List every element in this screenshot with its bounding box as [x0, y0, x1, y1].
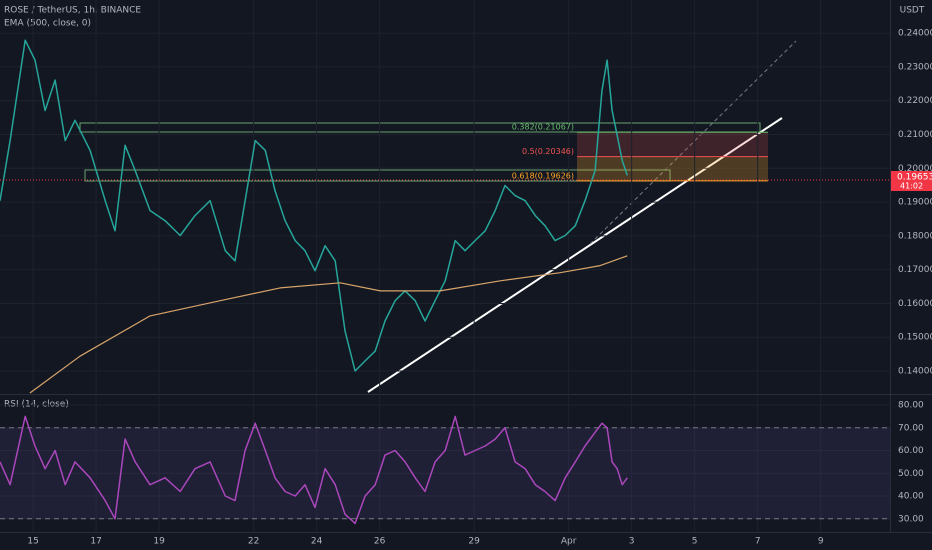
- y-tick-label: 0.17000: [898, 265, 932, 275]
- symbol-title: ROSE / TetherUS, 1h, BINANCE: [4, 6, 141, 16]
- x-tick-label: 15: [27, 537, 38, 547]
- y-tick-label: 50.00: [898, 469, 924, 479]
- x-tick-label: 9: [818, 537, 824, 547]
- y-tick-label: 60.00: [898, 446, 924, 456]
- label-layer: 0.14000 0.15000 0.16000 0.17000 0.18000 0.190…: [27, 29, 932, 547]
- x-tick-label: 17: [90, 537, 101, 547]
- x-tick-label: 29: [468, 537, 480, 547]
- x-tick-label: 26: [374, 537, 386, 547]
- x-tick-label: 24: [311, 537, 323, 547]
- last-price-box: [891, 171, 932, 192]
- fib-label: 0.618(0.19626): [512, 171, 574, 180]
- currency: USDT: [900, 6, 925, 16]
- rsi-title: RSI (14, close): [4, 400, 69, 410]
- x-tick-label: 19: [153, 537, 165, 547]
- y-tick-label: 0.14000: [898, 367, 932, 377]
- x-tick-label: Apr: [561, 537, 577, 547]
- x-tick-label: 5: [692, 537, 698, 547]
- last-price-label: 0.19653: [897, 173, 932, 183]
- countdown-label: 41:02: [900, 182, 923, 191]
- y-tick-label: 40.00: [898, 492, 924, 502]
- y-tick-label: 80.00: [898, 401, 924, 411]
- y-tick-label: 0.22000: [898, 96, 932, 106]
- y-tick-label: 0.15000: [898, 333, 932, 343]
- indicator-title: EMA (500, close, 0): [4, 19, 91, 29]
- y-tick-label: 0.19000: [898, 198, 932, 208]
- x-tick-label: 3: [629, 537, 635, 547]
- y-tick-label: 0.21000: [898, 130, 932, 140]
- fib-zone: [577, 132, 768, 157]
- y-tick-label: 0.16000: [898, 299, 932, 309]
- y-tick-label: 70.00: [898, 423, 924, 433]
- trend-line: [367, 117, 783, 393]
- series-line: [0, 39, 629, 372]
- y-tick-label: 0.18000: [898, 231, 932, 241]
- grid-layer: [0, 0, 890, 532]
- series-layer: [0, 39, 890, 525]
- rsi-band: [0, 427, 890, 519]
- series-line: [0, 415, 628, 525]
- x-tick-label: 22: [248, 537, 259, 547]
- x-tick-label: 7: [755, 537, 761, 547]
- y-tick-label: 0.23000: [898, 62, 932, 72]
- zone-box: [79, 122, 761, 133]
- y-tick-label: 0.24000: [898, 29, 932, 39]
- y-tick-label: 30.00: [898, 514, 924, 524]
- trend-extension: [589, 40, 797, 245]
- zone-box: [84, 169, 671, 182]
- series-line: [29, 255, 628, 394]
- fib-label: 0.382(0.21067): [512, 123, 574, 132]
- fib-zone: [577, 156, 768, 181]
- y-tick-label: 0.20000: [898, 164, 932, 174]
- fib-label: 0.5(0.20346): [522, 147, 574, 156]
